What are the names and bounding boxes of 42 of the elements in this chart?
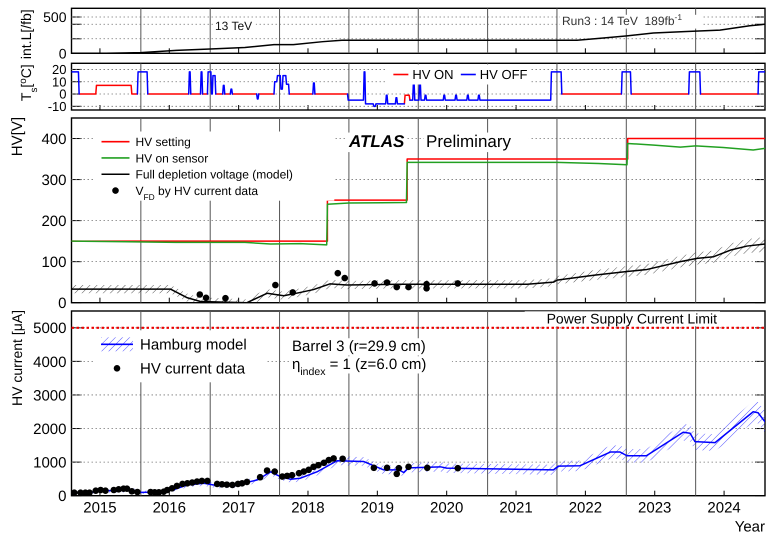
y-tick-label: 4000 xyxy=(33,354,66,371)
x-tick-label: 2021 xyxy=(499,500,533,517)
legend-label: HV OFF xyxy=(480,67,528,82)
legend-label: Full depletion voltage (model) xyxy=(136,168,293,182)
annotation: η$_{index}$ = 1 (z=6.0 cm) xyxy=(292,356,426,378)
annotation: ATLAS xyxy=(348,132,406,151)
x-tick-label: 2020 xyxy=(430,500,464,517)
ref-line-label: Power Supply Current Limit xyxy=(546,310,718,326)
x-tick-label: 2015 xyxy=(83,500,117,517)
y-tick-label: 5000 xyxy=(33,320,66,338)
x-tick-label: 2022 xyxy=(568,500,602,517)
annotation: Barrel 3 (r=29.9 cm) xyxy=(292,338,426,355)
y-tick-label: 0 xyxy=(58,295,66,312)
legend-label: HV setting xyxy=(136,134,191,149)
x-axis-title: Year xyxy=(734,518,765,536)
x-tick-label: 2019 xyxy=(360,500,394,517)
y-tick-label: 100 xyxy=(41,254,66,272)
legend-label: HV ON xyxy=(412,67,454,82)
annotation: 13 TeV xyxy=(215,19,252,33)
legend-label: Hamburg model xyxy=(140,336,247,354)
x-tick-label: 2018 xyxy=(291,500,325,517)
y-tick-label: 500 xyxy=(43,9,67,26)
legend-label: HV current data xyxy=(140,360,246,378)
y-tick-label: 0 xyxy=(58,45,67,62)
y-tick-label: 3000 xyxy=(33,387,66,404)
y-tick-label: 200 xyxy=(41,213,66,230)
x-tick-label: 2024 xyxy=(707,500,741,517)
legend-label: V$_{FD}$ by HV current data xyxy=(136,184,258,202)
y-axis-title: HV current [μA] xyxy=(9,310,25,406)
y-tick-label: 1000 xyxy=(33,454,66,472)
annotation: Run3 : 14 TeV 189fb$^{-1}$ xyxy=(562,12,682,28)
y-tick-label: 300 xyxy=(41,172,66,189)
y-tick-label: 2000 xyxy=(33,420,66,438)
y-axis-title: int.L[/fb] xyxy=(18,9,34,60)
y-tick-label: 400 xyxy=(41,130,66,148)
y-axis-title: HV[V] xyxy=(9,117,26,156)
legend-label: HV on sensor xyxy=(136,151,208,166)
x-tick-label: 2023 xyxy=(638,500,672,517)
annotation: Preliminary xyxy=(426,132,512,151)
x-tick-label: 2017 xyxy=(222,500,256,517)
y-tick-label: 0 xyxy=(58,488,66,506)
x-tick-label: 2016 xyxy=(152,500,186,517)
